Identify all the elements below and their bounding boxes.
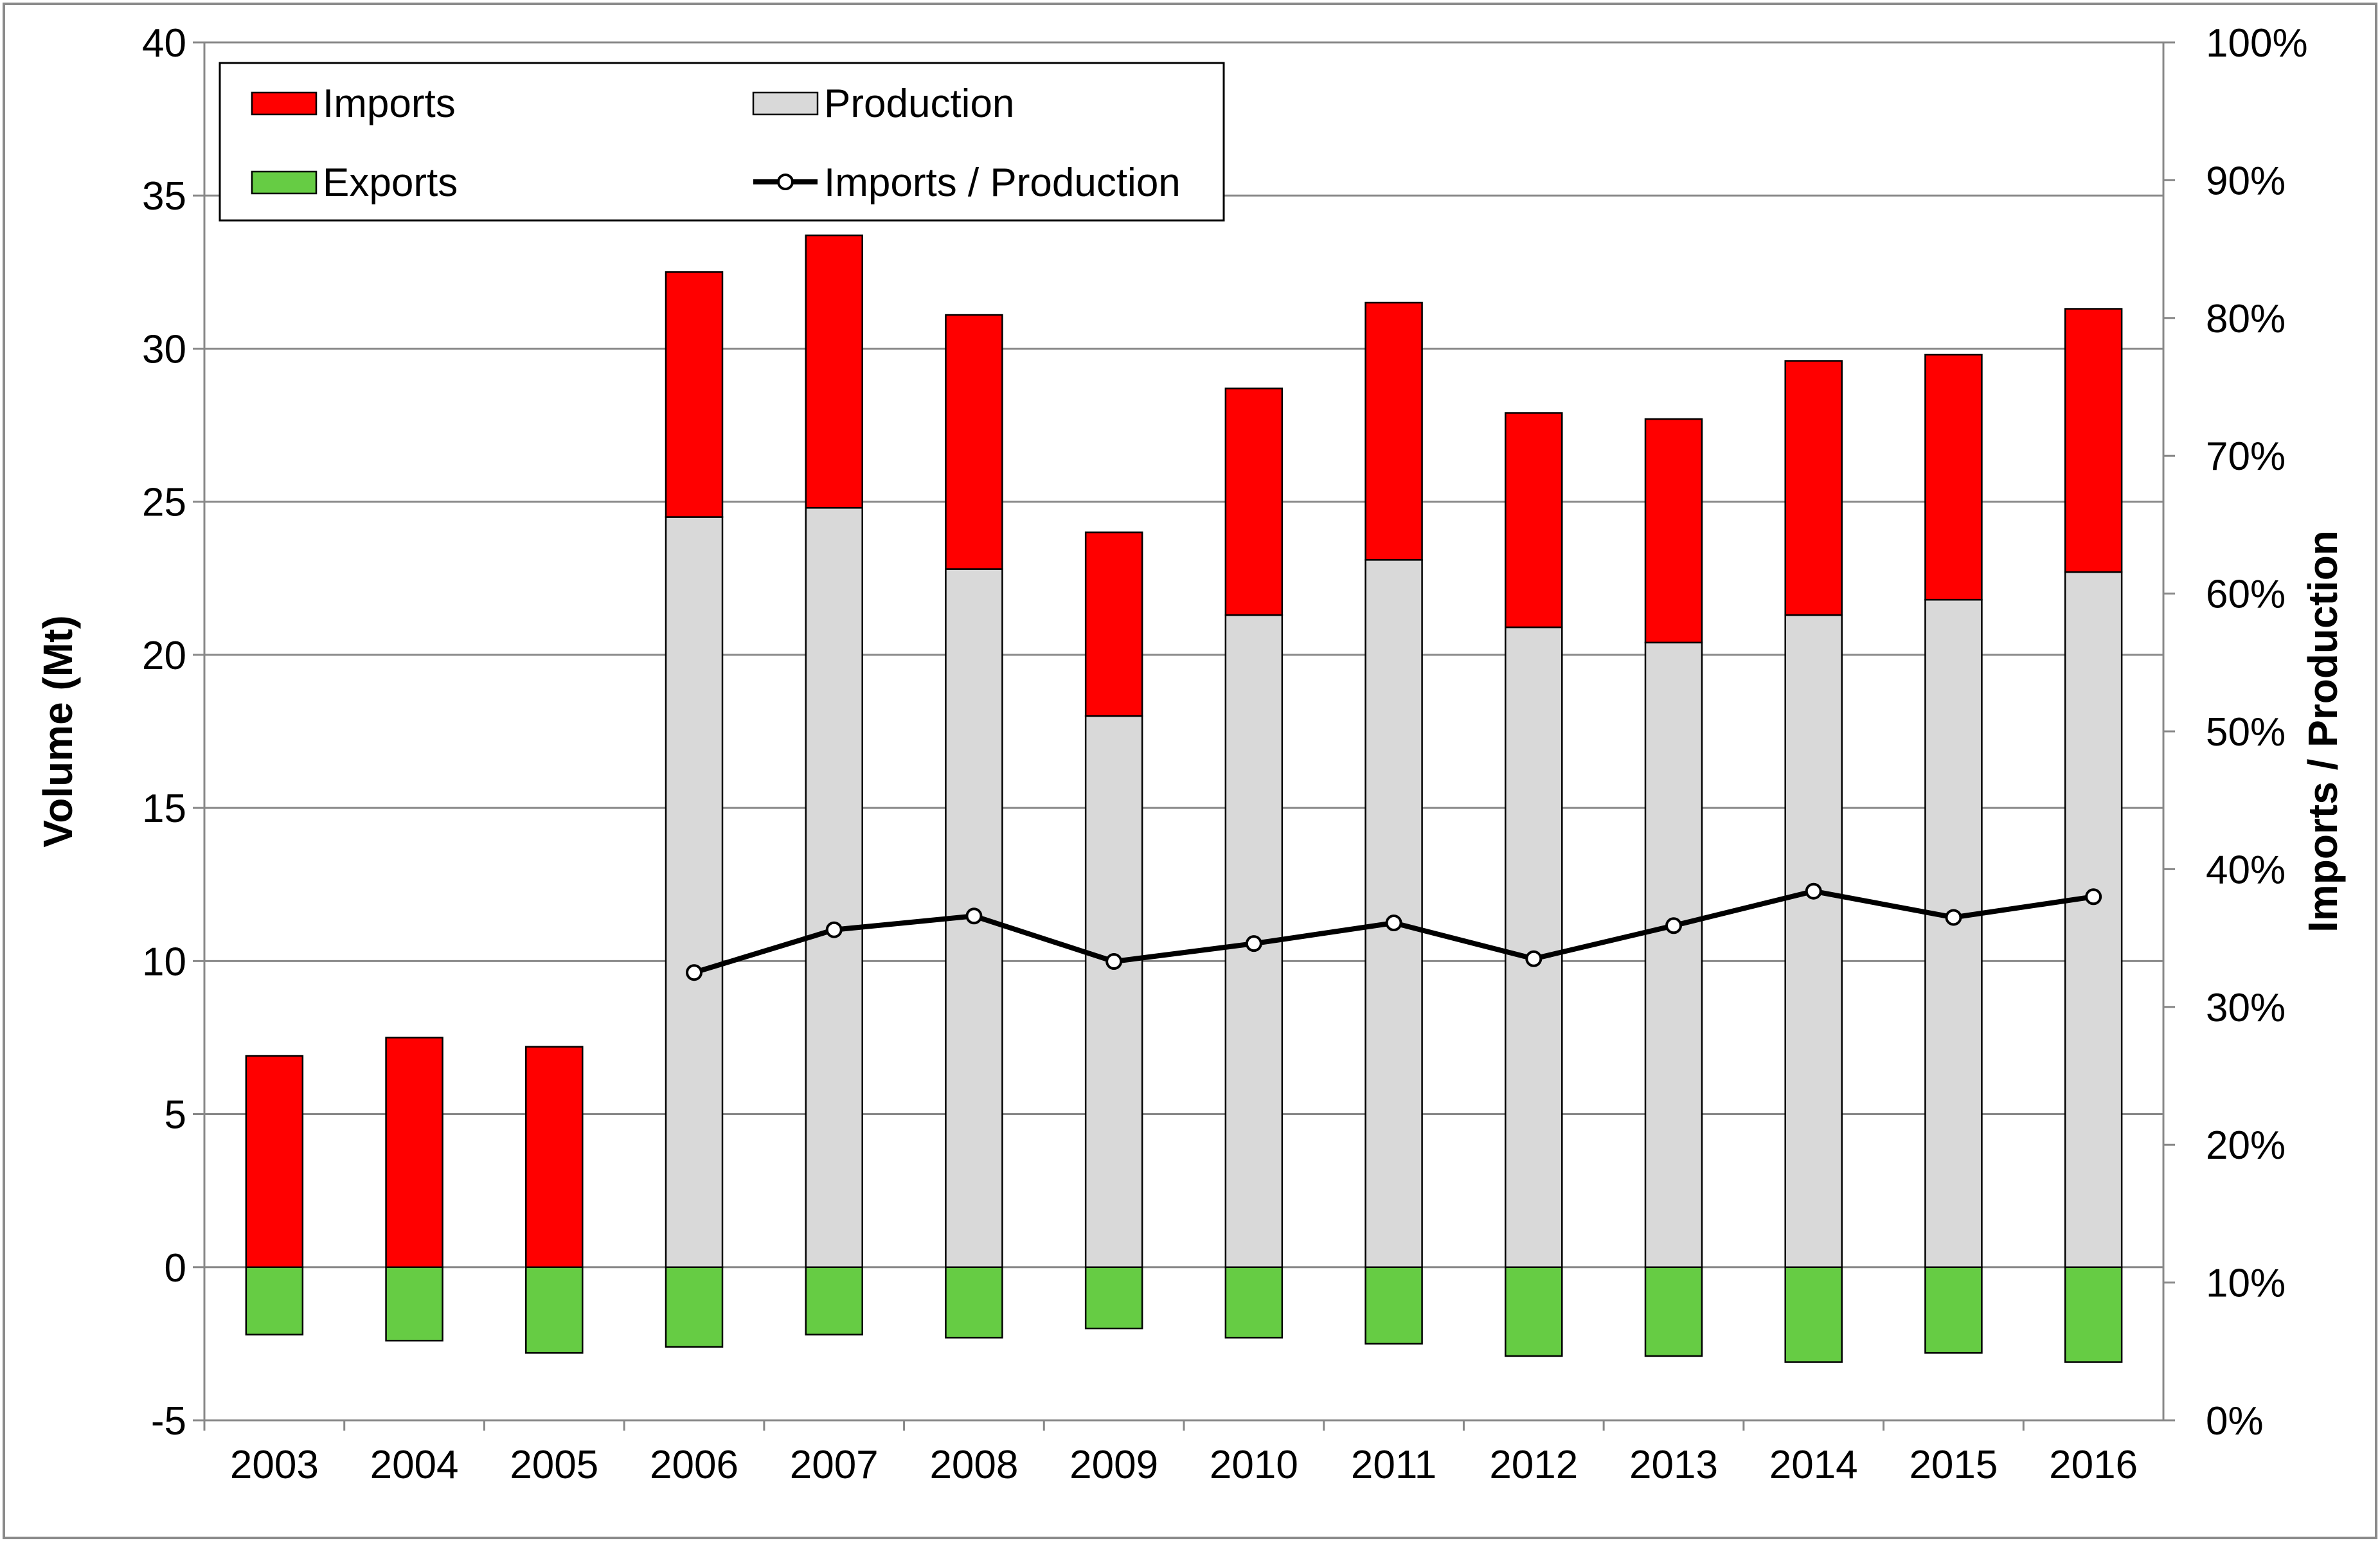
bar-exports-2014	[1784, 1266, 1843, 1363]
bar-exports-2011	[1364, 1266, 1423, 1345]
x-tick-label: 2004	[370, 1443, 459, 1487]
legend-label: Imports / Production	[824, 161, 1181, 205]
y-right-tick-label: 60%	[2206, 573, 2286, 617]
x-tick-label: 2008	[929, 1443, 1018, 1487]
bar-exports-2009	[1084, 1266, 1143, 1330]
y-tick-label: 15	[142, 787, 186, 831]
legend-swatch-exports	[251, 170, 318, 195]
ratio-point-2007	[825, 921, 843, 938]
bar-exports-2003	[245, 1266, 304, 1335]
y-right-tick-label: 0%	[2206, 1399, 2264, 1443]
y-tick-label: 25	[142, 481, 186, 525]
y-right-tick-label: 30%	[2206, 986, 2286, 1030]
ratio-point-2015	[1945, 909, 1962, 926]
bar-imports-2013	[1644, 418, 1703, 644]
ratio-point-2006	[686, 964, 702, 981]
bar-imports-2016	[2064, 308, 2123, 573]
y-right-tick-label: 10%	[2206, 1262, 2286, 1306]
bar-exports-2013	[1644, 1266, 1703, 1357]
bar-imports-2014	[1784, 360, 1843, 616]
legend-label: Production	[824, 82, 1014, 126]
x-tick-label: 2010	[1210, 1443, 1298, 1487]
y-tick-label: 10	[142, 940, 186, 984]
bar-imports-2015	[1924, 353, 1983, 601]
bar-imports-2004	[385, 1037, 443, 1269]
y-right-tick-label: 40%	[2206, 848, 2286, 892]
x-tick-label: 2009	[1069, 1443, 1158, 1487]
bar-production-2009	[1084, 715, 1143, 1269]
bar-production-2016	[2064, 571, 2123, 1269]
y-tick-label: 0	[165, 1246, 186, 1290]
bar-production-2014	[1784, 614, 1843, 1269]
ratio-point-2009	[1105, 953, 1123, 970]
ratio-point-2012	[1525, 950, 1543, 967]
y-tick-label: 30	[142, 327, 186, 371]
x-tick-label: 2006	[650, 1443, 738, 1487]
y-tick-label: 35	[142, 174, 186, 219]
chart-frame	[3, 3, 2377, 1539]
ratio-point-2016	[2085, 888, 2102, 906]
legend-swatch-production	[752, 91, 819, 116]
y-tick-label: 20	[142, 634, 186, 678]
bar-imports-2012	[1505, 412, 1563, 629]
ratio-point-2011	[1385, 915, 1402, 932]
y-right-tick-label: 100%	[2206, 21, 2308, 66]
y-right-tick-label: 70%	[2206, 434, 2286, 479]
bar-exports-2016	[2064, 1266, 2123, 1363]
y-right-axis-title: Imports / Production	[2300, 530, 2346, 933]
bar-production-2012	[1505, 626, 1563, 1269]
ratio-point-2008	[965, 907, 983, 925]
x-tick-label: 2015	[1909, 1443, 1998, 1487]
x-tick-label: 2005	[510, 1443, 598, 1487]
bar-exports-2004	[385, 1266, 443, 1342]
bar-imports-2007	[805, 234, 863, 509]
bar-production-2013	[1644, 641, 1703, 1269]
bar-imports-2011	[1364, 301, 1423, 561]
ratio-point-2014	[1805, 882, 1822, 900]
bar-exports-2015	[1924, 1266, 1983, 1354]
bar-imports-2010	[1224, 388, 1284, 616]
bar-exports-2005	[525, 1266, 584, 1354]
bar-production-2007	[805, 506, 863, 1269]
x-tick-label: 2007	[790, 1443, 879, 1487]
bar-imports-2008	[945, 314, 1003, 570]
bar-exports-2006	[665, 1266, 724, 1348]
legend-label: Imports	[323, 82, 456, 126]
y-axis-title: Volume (Mt)	[35, 615, 81, 847]
y-right-tick-label: 50%	[2206, 710, 2286, 755]
y-tick-label: 5	[165, 1093, 186, 1138]
x-tick-label: 2003	[230, 1443, 319, 1487]
bar-imports-2003	[245, 1055, 304, 1269]
x-tick-label: 2012	[1489, 1443, 1578, 1487]
bar-imports-2006	[665, 271, 724, 518]
bar-imports-2009	[1084, 531, 1143, 717]
y-right-tick-label: 90%	[2206, 159, 2286, 203]
bar-production-2011	[1364, 558, 1423, 1269]
x-tick-label: 2014	[1769, 1443, 1858, 1487]
bar-exports-2007	[805, 1266, 863, 1335]
y-tick-label: -5	[151, 1399, 186, 1443]
ratio-point-2013	[1665, 917, 1682, 934]
x-tick-label: 2011	[1351, 1443, 1436, 1487]
y-tick-label: 40	[142, 21, 186, 66]
bar-production-2006	[665, 516, 724, 1269]
legend-marker-ratio	[777, 174, 794, 190]
bar-exports-2008	[945, 1266, 1003, 1339]
y-right-tick-label: 20%	[2206, 1123, 2286, 1168]
bar-production-2015	[1924, 598, 1983, 1269]
x-tick-label: 2016	[2049, 1443, 2138, 1487]
bar-exports-2010	[1224, 1266, 1284, 1339]
ratio-point-2010	[1245, 935, 1262, 952]
y-right-tick-label: 80%	[2206, 297, 2286, 341]
x-tick-label: 2013	[1629, 1443, 1718, 1487]
bar-exports-2012	[1505, 1266, 1563, 1357]
legend-label: Exports	[323, 161, 458, 205]
legend-swatch-imports	[251, 91, 318, 116]
bar-imports-2005	[525, 1046, 584, 1269]
legend-box	[219, 62, 1225, 222]
